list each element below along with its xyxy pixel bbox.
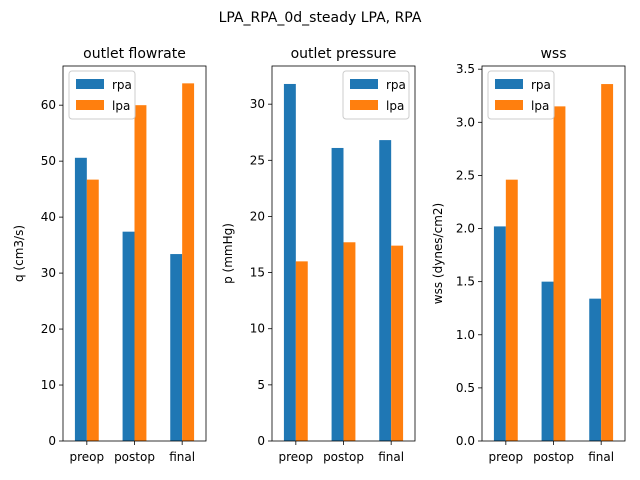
- bar-lpa-preop: [86, 179, 99, 442]
- y-tick-label: 2.5: [456, 168, 475, 182]
- figure-suptitle: LPA_RPA_0d_steady LPA, RPA: [219, 10, 422, 26]
- chart-panel-1: outlet flowrate 0 10 20 30 40 50 60 preop postop f…: [12, 46, 207, 464]
- legend: rpa lpa: [487, 70, 555, 120]
- y-axis-label: wss (dynes/cm2): [431, 203, 445, 304]
- y-tick-label: 3.5: [456, 62, 475, 76]
- bar-lpa-postop: [343, 242, 356, 441]
- x-tick-label: postop: [323, 450, 364, 464]
- bar-rpa-postop: [122, 231, 135, 441]
- y-tick-label: 60: [41, 98, 56, 112]
- legend-label-lpa: lpa: [531, 99, 549, 113]
- bar-lpa-postop: [553, 106, 566, 441]
- bar-rpa-preop: [283, 83, 296, 441]
- bar-lpa-preop: [505, 179, 518, 441]
- chart-title: wss: [540, 46, 566, 62]
- bar-lpa-postop: [134, 105, 147, 441]
- bar-lpa-preop: [295, 261, 308, 441]
- chart-title: outlet flowrate: [83, 46, 186, 62]
- x-tick-label: postop: [533, 450, 574, 464]
- y-tick-label: 0: [257, 434, 265, 448]
- y-tick-label: 0.0: [456, 434, 475, 448]
- y-tick-label: 30: [41, 266, 56, 280]
- y-tick-label: 3.0: [456, 115, 475, 129]
- bar-lpa-final: [601, 84, 614, 442]
- legend-swatch-lpa: [76, 100, 104, 110]
- y-tick-label: 1.0: [456, 328, 475, 342]
- chart-panel-2: outlet pressure 0 5 10 15 20 25 30 preop postop fi…: [221, 46, 416, 464]
- x-tick-label: preop: [489, 450, 524, 464]
- legend: rpa lpa: [342, 70, 410, 120]
- y-tick-label: 1.5: [456, 275, 475, 289]
- legend-swatch-lpa: [350, 100, 378, 110]
- y-tick-label: 15: [250, 266, 265, 280]
- chart-title: outlet pressure: [291, 46, 397, 62]
- bar-rpa-preop: [74, 157, 87, 441]
- y-tick-label: 5: [257, 378, 265, 392]
- y-tick-label: 50: [41, 154, 56, 168]
- bar-rpa-postop: [331, 147, 344, 442]
- bar-rpa-final: [170, 254, 183, 441]
- bar-rpa-preop: [493, 226, 506, 441]
- bar-rpa-final: [589, 298, 602, 441]
- legend-label-lpa: lpa: [386, 99, 404, 113]
- legend-label-lpa: lpa: [112, 99, 130, 113]
- bar-rpa-final: [379, 140, 392, 441]
- legend-swatch-rpa: [350, 79, 378, 89]
- legend-label-rpa: rpa: [531, 78, 551, 92]
- x-tick-label: final: [588, 450, 614, 464]
- legend-label-rpa: rpa: [112, 78, 132, 92]
- legend-swatch-rpa: [495, 79, 523, 89]
- y-tick-label: 30: [250, 97, 265, 111]
- x-tick-label: preop: [70, 450, 105, 464]
- legend-label-rpa: rpa: [386, 78, 406, 92]
- legend-swatch-rpa: [76, 79, 104, 89]
- y-tick-label: 20: [250, 209, 265, 223]
- x-tick-label: postop: [114, 450, 155, 464]
- y-tick-label: 10: [250, 322, 265, 336]
- y-tick-label: 25: [250, 153, 265, 167]
- legend-swatch-lpa: [495, 100, 523, 110]
- y-axis-label: p (mmHg): [221, 223, 235, 284]
- legend: rpa lpa: [68, 70, 136, 120]
- y-tick-label: 0.5: [456, 381, 475, 395]
- bar-lpa-final: [182, 83, 195, 442]
- bar-rpa-postop: [541, 281, 554, 441]
- y-tick-label: 2.0: [456, 222, 475, 236]
- x-tick-label: final: [378, 450, 404, 464]
- chart-panel-3: wss 0.0 0.5 1.0 1.5 2.0 2.5 3.0 3.5 preop postop fi…: [431, 46, 626, 464]
- y-axis-label: q (cm3/s): [12, 225, 26, 282]
- y-tick-label: 20: [41, 322, 56, 336]
- y-tick-label: 0: [48, 434, 56, 448]
- x-tick-label: final: [169, 450, 195, 464]
- x-tick-label: preop: [279, 450, 314, 464]
- bar-lpa-final: [391, 245, 404, 441]
- y-tick-label: 40: [41, 210, 56, 224]
- y-tick-label: 10: [41, 378, 56, 392]
